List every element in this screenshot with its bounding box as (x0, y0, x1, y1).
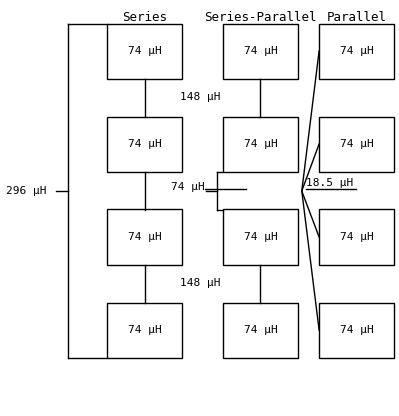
Text: 74 μH: 74 μH (243, 46, 277, 56)
Bar (107, 302, 182, 357)
Text: 74 μH: 74 μH (128, 325, 162, 335)
Text: 74 μH: 74 μH (171, 181, 205, 191)
Text: 296 μH: 296 μH (6, 186, 47, 196)
Text: 148 μH: 148 μH (180, 278, 221, 289)
Bar (319, 116, 394, 171)
Text: 74 μH: 74 μH (128, 139, 162, 149)
Bar (319, 302, 394, 357)
Text: 74 μH: 74 μH (128, 46, 162, 56)
Text: 74 μH: 74 μH (340, 232, 373, 242)
Bar (223, 23, 298, 79)
Bar (223, 210, 298, 265)
Bar (223, 116, 298, 171)
Bar (223, 302, 298, 357)
Bar (319, 23, 394, 79)
Text: 74 μH: 74 μH (340, 325, 373, 335)
Bar (107, 116, 182, 171)
Text: 74 μH: 74 μH (340, 139, 373, 149)
Bar (107, 23, 182, 79)
Text: 74 μH: 74 μH (243, 325, 277, 335)
Text: Parallel: Parallel (327, 11, 387, 24)
Bar (319, 210, 394, 265)
Text: Series: Series (122, 11, 167, 24)
Text: 148 μH: 148 μH (180, 92, 221, 102)
Text: 74 μH: 74 μH (340, 46, 373, 56)
Text: Series-Parallel: Series-Parallel (204, 11, 317, 24)
Text: 74 μH: 74 μH (243, 139, 277, 149)
Text: 74 μH: 74 μH (243, 232, 277, 242)
Text: 74 μH: 74 μH (128, 232, 162, 242)
Text: 18.5 μH: 18.5 μH (306, 178, 353, 188)
Bar (107, 210, 182, 265)
